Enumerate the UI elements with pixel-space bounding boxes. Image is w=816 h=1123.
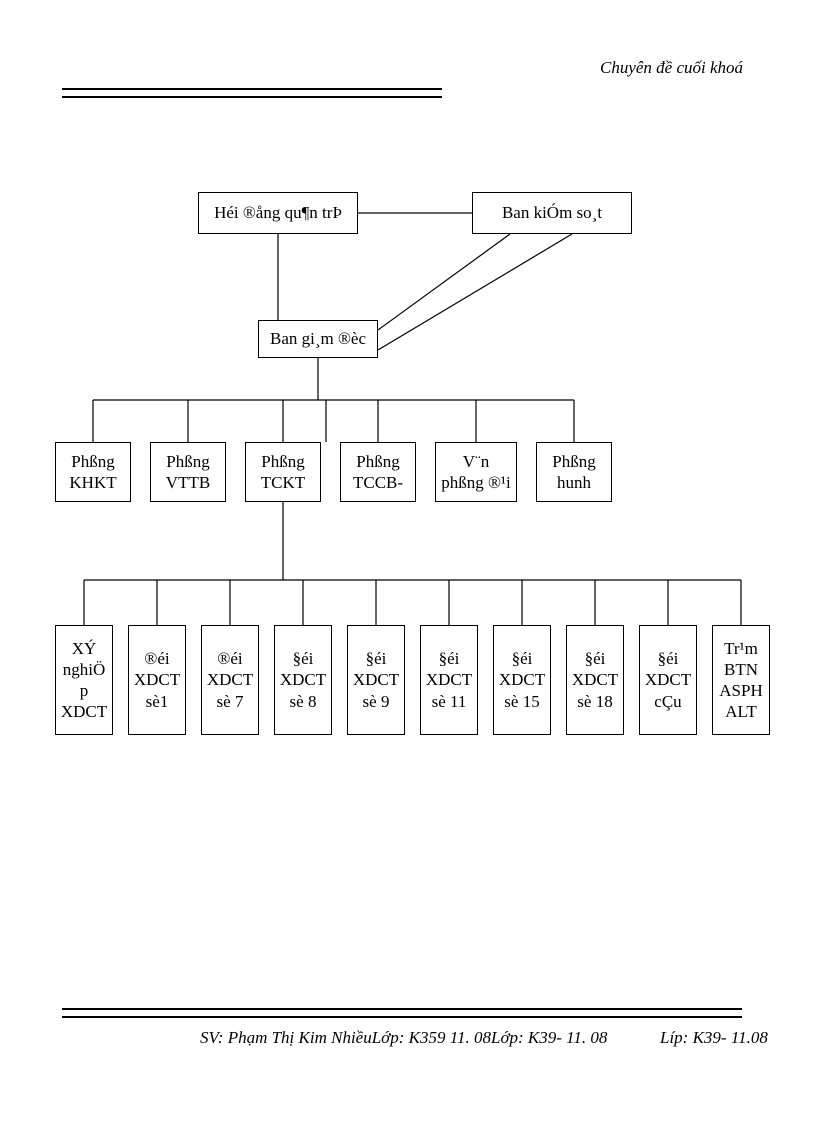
page-root: Chuyên đề cuối khoá <box>0 0 816 1123</box>
node-phong-tckt: Phßng TCKT <box>245 442 321 502</box>
node-doi-xdct-9: §éi XDCT sè 9 <box>347 625 405 735</box>
page-header-title: Chuyên đề cuối khoá <box>600 58 743 78</box>
node-phong-khkt: Phßng KHKT <box>55 442 131 502</box>
node-doi-xdct-7: ®éi XDCT sè 7 <box>201 625 259 735</box>
node-doi-xdct-8: §éi XDCT sè 8 <box>274 625 332 735</box>
node-hoi-dong: Héi ®ång qu¶n trÞ <box>198 192 358 234</box>
node-phong-tccb: Phßng TCCB- <box>340 442 416 502</box>
node-doi-xdct-1: ®éi XDCT sè1 <box>128 625 186 735</box>
node-xi-nghiep: XÝ nghiÖ p XDCT <box>55 625 113 735</box>
node-ban-giam: Ban gi¸m ®èc <box>258 320 378 358</box>
org-chart-edges <box>0 0 816 1123</box>
node-doi-xdct-18: §éi XDCT sè 18 <box>566 625 624 735</box>
node-ban-kiem: Ban kiÓm so¸t <box>472 192 632 234</box>
header-rule <box>62 88 442 98</box>
node-doi-xdct-11: §éi XDCT sè 11 <box>420 625 478 735</box>
footer-rule <box>62 1008 742 1018</box>
node-phong-vttb: Phßng VTTB <box>150 442 226 502</box>
node-van-phong: V¨n phßng ®¹i <box>435 442 517 502</box>
footer-right-text: Líp: K39- 11.08 <box>660 1028 768 1048</box>
node-tram-btn-asphalt: Tr¹m BTN ASPH ALT <box>712 625 770 735</box>
node-doi-xdct-15: §éi XDCT sè 15 <box>493 625 551 735</box>
node-doi-xdct-cau: §éi XDCT cÇu <box>639 625 697 735</box>
node-phong-hunh: Phßng hunh <box>536 442 612 502</box>
footer-center-text: SV: Phạm Thị Kim NhiềuLớp: K359 11. 08Lớ… <box>200 1028 607 1048</box>
